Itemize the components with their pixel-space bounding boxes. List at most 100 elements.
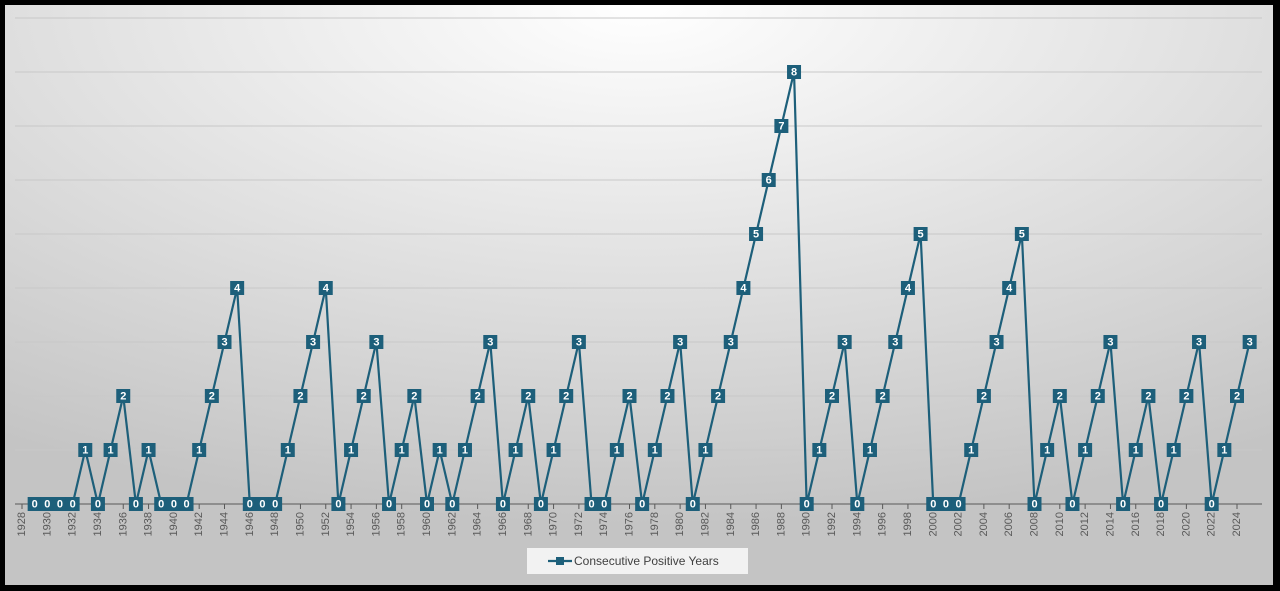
x-tick-label: 2004 bbox=[978, 512, 990, 536]
marker bbox=[1242, 335, 1257, 349]
marker bbox=[369, 335, 384, 349]
marker bbox=[255, 497, 270, 511]
data-label: 0 bbox=[183, 499, 189, 511]
marker bbox=[179, 497, 194, 511]
data-label: 0 bbox=[424, 499, 430, 511]
marker bbox=[787, 65, 802, 79]
x-tick-label: 1942 bbox=[193, 512, 205, 536]
data-label: 2 bbox=[715, 391, 721, 403]
marker bbox=[103, 443, 118, 457]
marker bbox=[597, 497, 612, 511]
data-label: 0 bbox=[133, 499, 139, 511]
data-label: 4 bbox=[323, 283, 330, 295]
marker bbox=[685, 497, 700, 511]
marker bbox=[457, 443, 472, 457]
data-label: 4 bbox=[1006, 283, 1013, 295]
marker bbox=[230, 281, 245, 295]
data-label: 1 bbox=[1221, 445, 1227, 457]
data-label: 3 bbox=[993, 337, 999, 349]
data-label: 1 bbox=[652, 445, 658, 457]
marker bbox=[52, 497, 67, 511]
data-label: 0 bbox=[1120, 499, 1126, 511]
data-label: 3 bbox=[1196, 337, 1202, 349]
data-label: 3 bbox=[677, 337, 683, 349]
data-label: 0 bbox=[272, 499, 278, 511]
x-tick-label: 2008 bbox=[1029, 512, 1041, 536]
marker bbox=[1204, 497, 1219, 511]
marker bbox=[521, 389, 536, 403]
marker bbox=[989, 335, 1004, 349]
marker bbox=[774, 119, 789, 133]
data-label: 3 bbox=[1247, 337, 1253, 349]
data-label: 2 bbox=[626, 391, 632, 403]
marker bbox=[356, 389, 371, 403]
data-label: 1 bbox=[1133, 445, 1139, 457]
x-tick-label: 1996 bbox=[877, 512, 889, 536]
marker bbox=[280, 443, 295, 457]
chart-area bbox=[5, 5, 1273, 585]
marker bbox=[571, 335, 586, 349]
data-label: 0 bbox=[639, 499, 645, 511]
marker bbox=[1078, 443, 1093, 457]
marker bbox=[483, 335, 498, 349]
x-tick-label: 1930 bbox=[41, 512, 53, 536]
data-label: 0 bbox=[500, 499, 506, 511]
data-label: 0 bbox=[95, 499, 101, 511]
marker bbox=[1179, 389, 1194, 403]
x-tick-label: 1970 bbox=[548, 512, 560, 536]
data-label: 3 bbox=[892, 337, 898, 349]
x-tick-label: 1980 bbox=[674, 512, 686, 536]
marker bbox=[546, 443, 561, 457]
data-label: 1 bbox=[146, 445, 152, 457]
x-tick-label: 1994 bbox=[851, 512, 863, 536]
x-tick-label: 1998 bbox=[902, 512, 914, 536]
x-tick-label: 1976 bbox=[624, 512, 636, 536]
marker bbox=[711, 389, 726, 403]
marker bbox=[78, 443, 93, 457]
marker bbox=[837, 335, 852, 349]
marker bbox=[1192, 335, 1207, 349]
x-tick-label: 1990 bbox=[801, 512, 813, 536]
marker bbox=[622, 389, 637, 403]
marker bbox=[495, 497, 510, 511]
data-label: 1 bbox=[437, 445, 443, 457]
data-label: 3 bbox=[487, 337, 493, 349]
x-tick-label: 2020 bbox=[1180, 512, 1192, 536]
marker bbox=[1065, 497, 1080, 511]
data-label: 1 bbox=[1044, 445, 1050, 457]
data-label: 0 bbox=[449, 499, 455, 511]
x-tick-label: 1972 bbox=[573, 512, 585, 536]
data-label: 2 bbox=[525, 391, 531, 403]
marker bbox=[306, 335, 321, 349]
marker bbox=[141, 443, 156, 457]
data-label: 2 bbox=[1057, 391, 1063, 403]
data-label: 1 bbox=[702, 445, 708, 457]
data-label: 1 bbox=[867, 445, 873, 457]
marker bbox=[951, 497, 966, 511]
data-label: 3 bbox=[310, 337, 316, 349]
x-tick-label: 1968 bbox=[522, 512, 534, 536]
x-tick-label: 1944 bbox=[219, 512, 231, 536]
marker bbox=[723, 335, 738, 349]
data-label: 1 bbox=[551, 445, 557, 457]
data-label: 0 bbox=[930, 499, 936, 511]
data-label: 0 bbox=[44, 499, 50, 511]
data-label: 1 bbox=[399, 445, 405, 457]
data-label: 3 bbox=[728, 337, 734, 349]
marker bbox=[508, 443, 523, 457]
data-label: 0 bbox=[588, 499, 594, 511]
data-label: 1 bbox=[196, 445, 202, 457]
marker bbox=[1090, 389, 1105, 403]
data-label: 5 bbox=[1019, 229, 1025, 241]
x-tick-label: 1950 bbox=[294, 512, 306, 536]
data-label: 2 bbox=[664, 391, 670, 403]
marker bbox=[749, 227, 764, 241]
data-label: 0 bbox=[1031, 499, 1037, 511]
marker bbox=[382, 497, 397, 511]
marker bbox=[799, 497, 814, 511]
data-label: 2 bbox=[209, 391, 215, 403]
legend-marker bbox=[556, 557, 564, 565]
x-tick-label: 2014 bbox=[1104, 512, 1116, 536]
marker bbox=[394, 443, 409, 457]
x-tick-label: 1936 bbox=[117, 512, 129, 536]
